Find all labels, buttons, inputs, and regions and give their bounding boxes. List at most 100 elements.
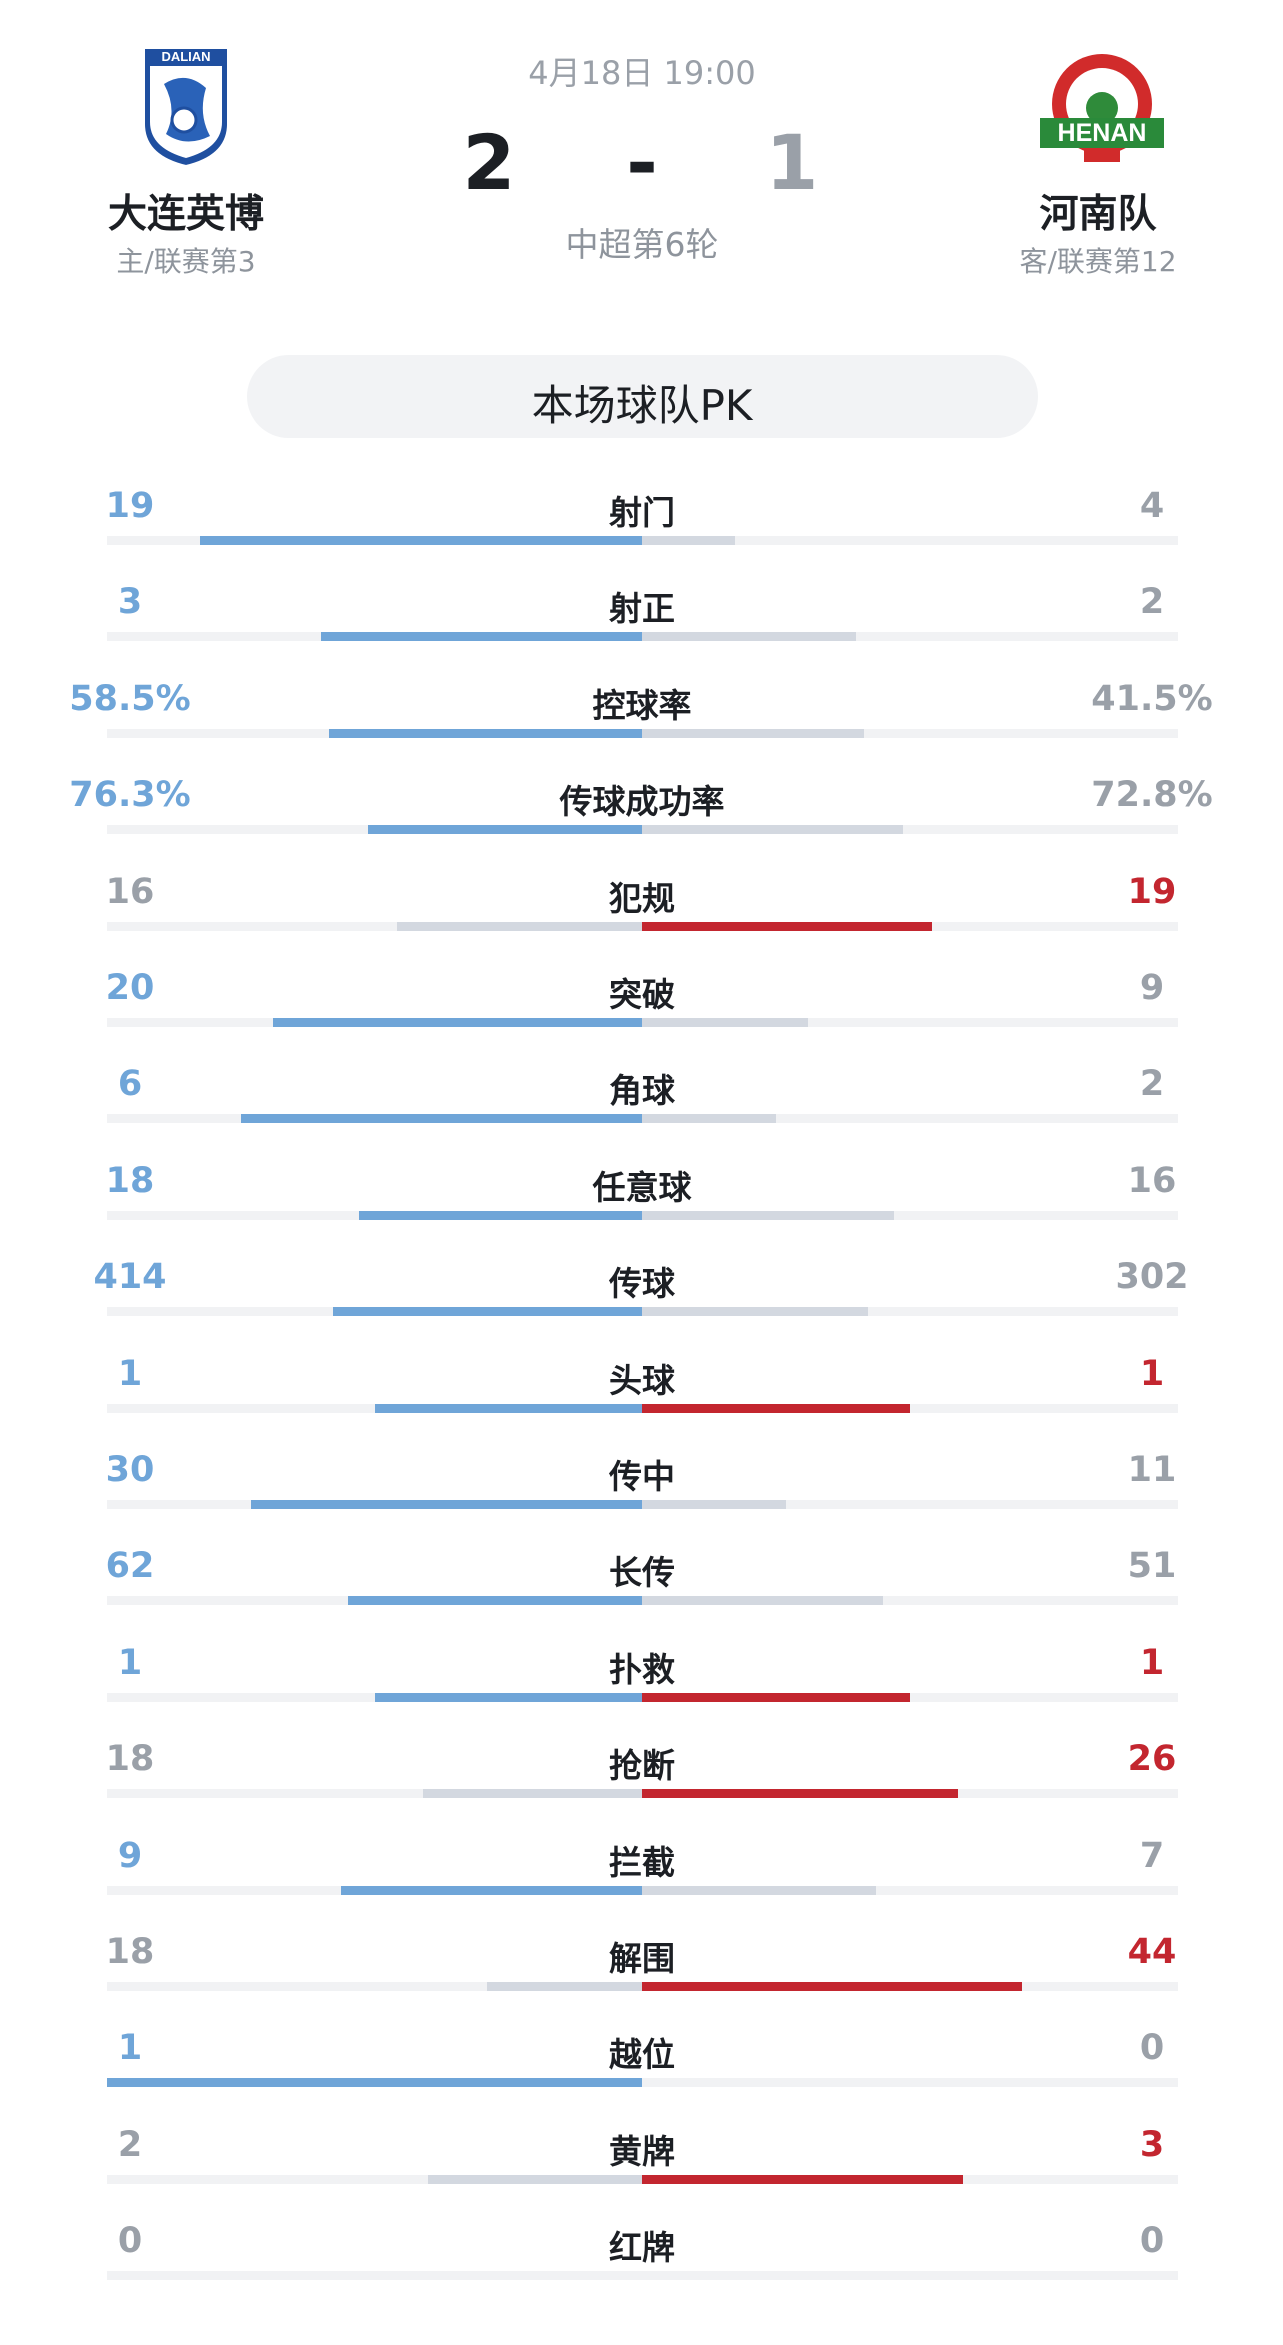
stat-label: 控球率 xyxy=(592,685,692,725)
home-team-name: 大连英博 xyxy=(107,192,265,237)
away-score: 1 xyxy=(765,118,819,207)
home-bar xyxy=(486,1982,642,1991)
home-bar xyxy=(423,1789,642,1799)
away-value: 19 xyxy=(1127,871,1177,912)
away-value: 16 xyxy=(1127,1160,1177,1201)
away-value: 0 xyxy=(1139,2028,1165,2069)
home-logo: DALIAN xyxy=(143,47,229,168)
away-value: 2 xyxy=(1139,582,1165,623)
away-value: 7 xyxy=(1139,1835,1165,1876)
home-bar xyxy=(332,1307,642,1317)
home-bar xyxy=(329,728,642,738)
home-bar xyxy=(397,921,642,931)
stat-label: 传中 xyxy=(609,1457,675,1496)
away-value: 302 xyxy=(1115,1257,1189,1298)
away-bar xyxy=(642,1307,868,1317)
stat-label: 长传 xyxy=(609,1553,675,1593)
away-bar xyxy=(642,1210,894,1220)
stat-label: 射门 xyxy=(609,493,675,532)
section-title: 本场球队PK xyxy=(531,381,753,430)
home-bar xyxy=(321,632,642,642)
away-value: 1 xyxy=(1139,1642,1165,1683)
score-separator: - xyxy=(626,118,658,207)
stat-label: 角球 xyxy=(609,1071,675,1111)
away-value: 4 xyxy=(1139,486,1165,526)
stat-label: 黄牌 xyxy=(609,2131,675,2171)
home-value: 1 xyxy=(117,2028,143,2069)
stat-label: 射正 xyxy=(609,589,675,629)
home-bar xyxy=(341,1885,642,1895)
home-bar xyxy=(368,825,642,835)
stat-label: 拦截 xyxy=(609,1842,675,1882)
home-bar xyxy=(200,536,642,545)
match-date: 4月18日 19:00 xyxy=(528,54,756,92)
away-bar xyxy=(642,1692,910,1702)
away-team-sub: 客/联赛第12 xyxy=(1019,245,1177,278)
stat-label: 解围 xyxy=(609,1939,675,1978)
away-bar xyxy=(642,1596,884,1606)
home-value: 16 xyxy=(105,871,155,912)
home-bar xyxy=(374,1403,642,1413)
home-value: 6 xyxy=(117,1064,143,1105)
away-bar xyxy=(642,1018,809,1027)
home-bar xyxy=(250,1500,642,1509)
home-value: 18 xyxy=(105,1739,155,1780)
away-bar xyxy=(642,1982,1022,1991)
away-value: 51 xyxy=(1127,1546,1177,1587)
home-bar xyxy=(240,1114,642,1124)
stat-label: 红牌 xyxy=(609,2228,675,2268)
away-value: 1 xyxy=(1139,1353,1165,1394)
away-value: 44 xyxy=(1127,1932,1177,1972)
home-value: 1 xyxy=(117,1353,143,1394)
home-value: 30 xyxy=(105,1450,155,1490)
home-team-sub: 主/联赛第3 xyxy=(116,245,256,278)
home-score: 2 xyxy=(462,118,516,207)
away-value: 9 xyxy=(1139,968,1165,1008)
home-value: 19 xyxy=(105,486,155,526)
away-team-name: 河南队 xyxy=(1039,192,1157,237)
home-value: 20 xyxy=(105,968,155,1008)
away-value: 2 xyxy=(1139,1064,1165,1105)
away-logo-text: HENAN xyxy=(1058,119,1147,147)
away-bar xyxy=(642,921,933,931)
stat-label: 抢断 xyxy=(609,1746,675,1786)
home-logo-text: DALIAN xyxy=(161,49,210,64)
home-value: 414 xyxy=(93,1257,167,1298)
home-bar xyxy=(428,2174,642,2184)
bar-track xyxy=(107,2078,1178,2088)
home-value: 9 xyxy=(117,1835,143,1876)
stat-label: 越位 xyxy=(609,2035,675,2075)
stat-label: 犯规 xyxy=(609,878,675,918)
away-bar xyxy=(642,632,856,642)
home-value: 58.5% xyxy=(69,678,191,719)
home-value: 3 xyxy=(117,582,143,623)
home-value: 2 xyxy=(117,2124,143,2165)
stat-label: 扑救 xyxy=(609,1649,675,1689)
section-pill xyxy=(247,355,1038,438)
home-bar xyxy=(374,1692,642,1702)
away-bar xyxy=(642,1403,910,1413)
away-bar xyxy=(642,2174,963,2184)
away-bar xyxy=(642,1885,877,1895)
home-bar xyxy=(273,1018,642,1027)
bar-track xyxy=(107,2271,1178,2281)
home-value: 62 xyxy=(105,1546,155,1587)
stat-label: 传球 xyxy=(609,1264,675,1304)
away-bar xyxy=(642,1789,959,1799)
home-value: 18 xyxy=(105,1932,155,1972)
home-bar xyxy=(358,1210,642,1220)
away-bar xyxy=(642,1500,786,1509)
home-value: 18 xyxy=(105,1160,155,1201)
away-bar xyxy=(642,825,904,835)
stat-label: 突破 xyxy=(609,975,675,1014)
match-round: 中超第6轮 xyxy=(565,225,719,264)
stat-label: 任意球 xyxy=(592,1167,692,1207)
away-bar xyxy=(642,536,736,545)
away-bar xyxy=(642,1114,776,1124)
home-value: 0 xyxy=(117,2221,143,2262)
away-value: 11 xyxy=(1127,1450,1177,1490)
away-value: 0 xyxy=(1139,2221,1165,2262)
away-value: 3 xyxy=(1139,2124,1165,2165)
away-value: 72.8% xyxy=(1091,775,1213,816)
